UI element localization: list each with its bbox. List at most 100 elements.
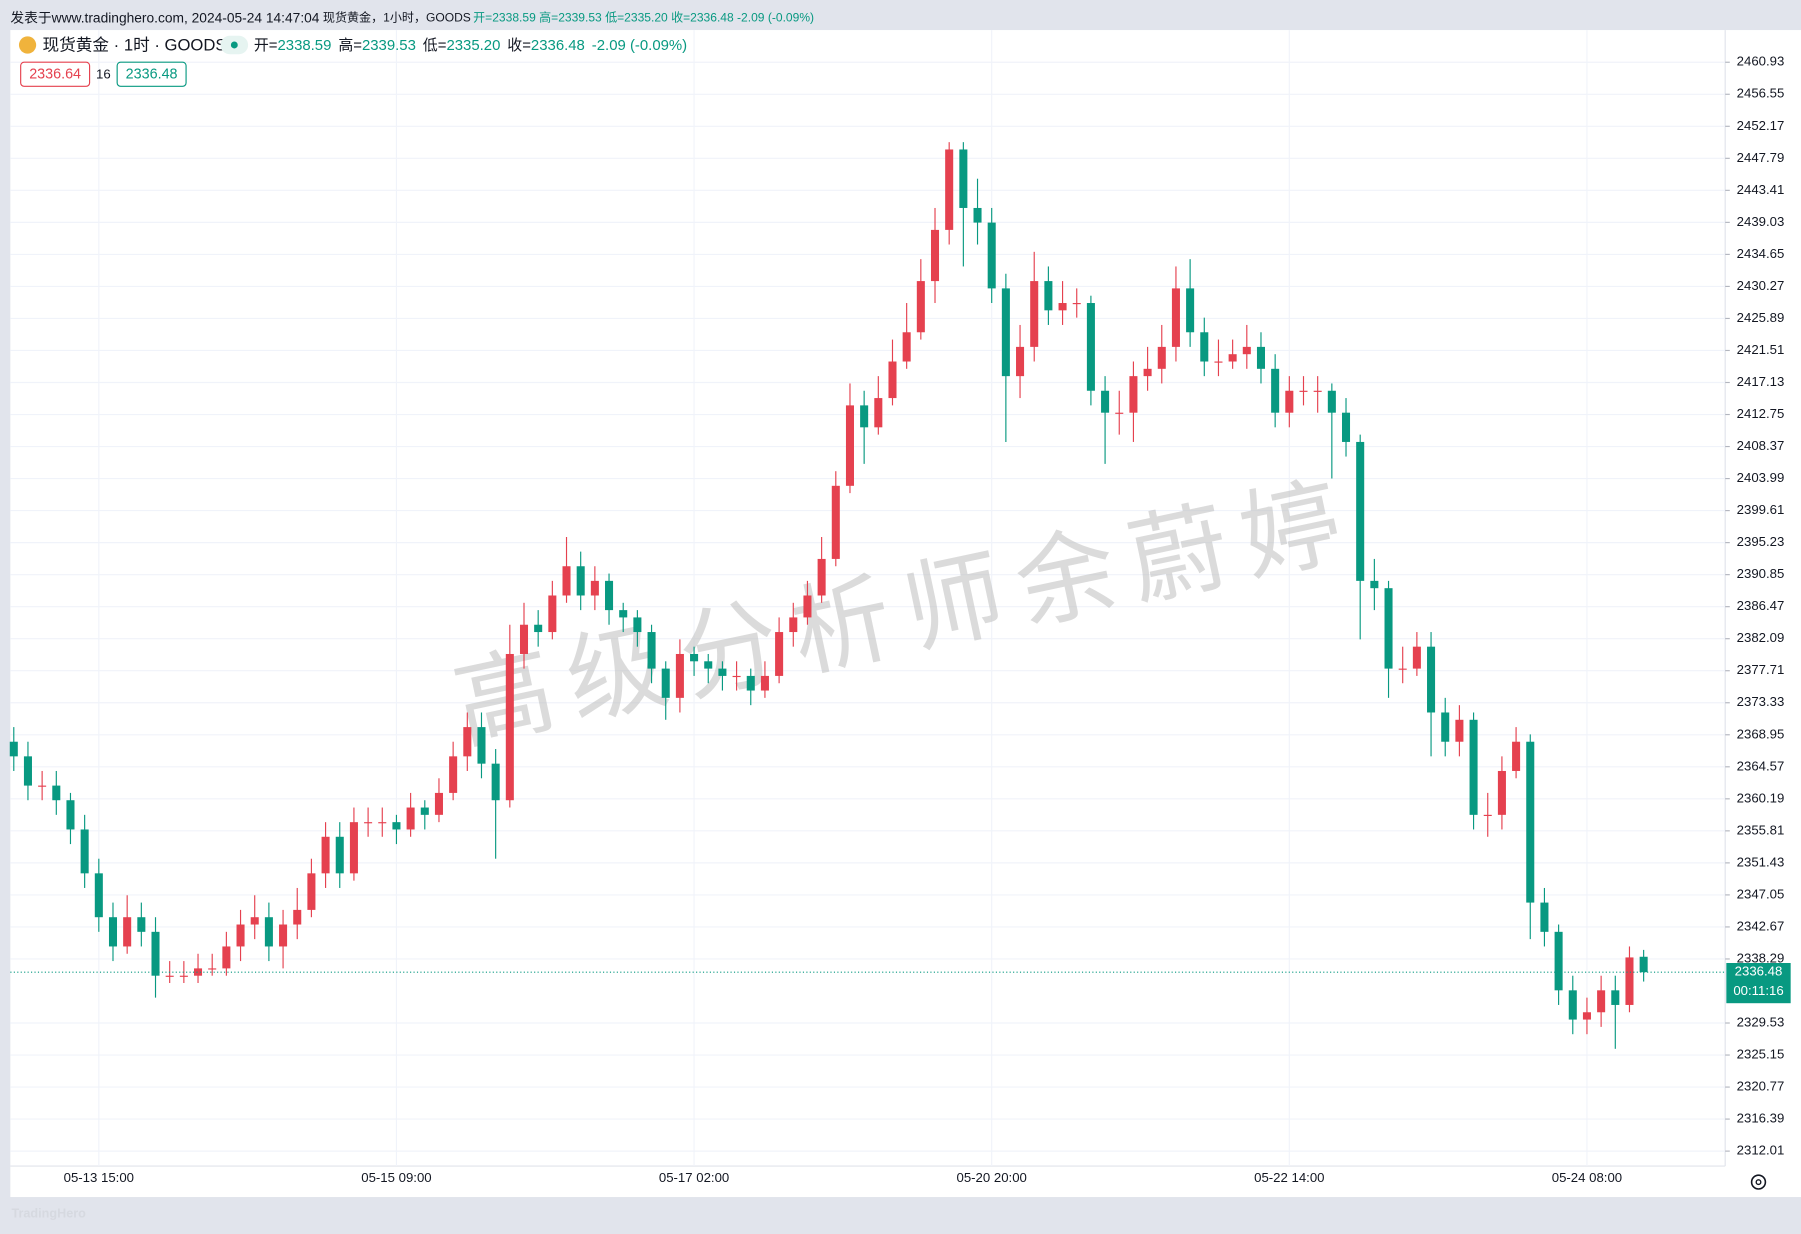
- candle-body: [1370, 580, 1379, 589]
- candle-body: [1568, 990, 1577, 1020]
- candle-body: [1611, 990, 1620, 1005]
- y-tick-label: 2417.13: [1737, 374, 1785, 389]
- y-tick-label: 2421.51: [1737, 342, 1785, 357]
- candle-body: [1299, 390, 1308, 392]
- candle-body: [1412, 646, 1421, 669]
- countdown: 00:11:16: [1733, 983, 1783, 998]
- candle-body: [718, 668, 727, 676]
- candle-body: [1058, 303, 1067, 311]
- banner: 发表于www.tradinghero.com, 2024-05-24 14:47…: [10, 10, 814, 25]
- x-tick-label: 05-20 20:00: [956, 1170, 1026, 1185]
- candle-body: [9, 741, 18, 757]
- y-tick-label: 2452.17: [1737, 118, 1785, 133]
- candle-body: [845, 405, 854, 486]
- candle-body: [1625, 957, 1634, 1005]
- y-tick-label: 2430.27: [1737, 278, 1785, 293]
- candle-body: [1044, 281, 1053, 311]
- candle-body: [208, 968, 217, 970]
- candle-body: [1483, 814, 1492, 816]
- candle-body: [279, 924, 288, 947]
- last-price-label: 2336.48: [1735, 964, 1783, 979]
- candle-body: [1171, 288, 1180, 347]
- candle-body: [576, 566, 585, 596]
- candle-body: [775, 632, 784, 676]
- candle-body: [888, 361, 897, 399]
- x-tick-label: 05-15 09:00: [361, 1170, 431, 1185]
- ask-box[interactable]: [116, 61, 187, 87]
- candle-body: [1327, 390, 1336, 413]
- y-tick-label: 2368.95: [1737, 726, 1785, 741]
- y-tick-label: 2325.15: [1737, 1047, 1785, 1062]
- candle-body: [1582, 1012, 1591, 1020]
- y-tick-label: 2316.39: [1737, 1111, 1785, 1126]
- candle-body: [1455, 719, 1464, 742]
- candle-body: [222, 946, 231, 969]
- candle-body: [434, 792, 443, 815]
- candle-body: [1384, 588, 1393, 669]
- candle-body: [874, 398, 883, 428]
- y-tick-label: 2320.77: [1737, 1079, 1785, 1094]
- candle-body: [746, 675, 755, 691]
- footer-logo: TradingHero: [11, 1207, 86, 1221]
- candle-body: [605, 580, 614, 611]
- chart-panel: [10, 30, 1801, 1198]
- candle-body: [179, 975, 188, 977]
- candle-body: [1639, 956, 1648, 973]
- y-tick-label: 2390.85: [1737, 566, 1785, 581]
- candle-body: [364, 822, 373, 824]
- candle-body: [803, 595, 812, 618]
- candle-body: [1030, 281, 1039, 347]
- grid: [10, 30, 1726, 1167]
- last-price-box: [1726, 963, 1791, 1004]
- candle-body: [1540, 902, 1549, 932]
- y-tick-label: 2395.23: [1737, 534, 1785, 549]
- y-tick-label: 2377.71: [1737, 662, 1785, 677]
- candle-body: [165, 975, 174, 977]
- candle-body: [1285, 390, 1294, 413]
- legend-symbol[interactable]: 现货黄金 · 1时 · GOODS: [42, 36, 226, 55]
- candle-body: [378, 822, 387, 824]
- candle-body: [1398, 668, 1407, 670]
- candle-body: [1256, 346, 1265, 369]
- candle-body: [151, 931, 160, 976]
- candle-body: [1001, 288, 1010, 377]
- y-tick-label: 2399.61: [1737, 502, 1785, 517]
- candle-body: [38, 785, 47, 787]
- candle-body: [307, 873, 316, 910]
- x-tick-label: 05-13 15:00: [64, 1170, 134, 1185]
- candle-body: [194, 968, 203, 976]
- settings-icon[interactable]: [1750, 1174, 1767, 1190]
- candle-body: [1228, 354, 1237, 362]
- candle-body: [108, 917, 118, 947]
- candle-body: [789, 617, 798, 633]
- settings-ring: [1750, 1174, 1767, 1190]
- candle-body: [1469, 719, 1478, 815]
- candle-body: [690, 653, 699, 662]
- candle-body: [760, 675, 769, 691]
- banner-prefix: 发表于www.tradinghero.com, 2024-05-24 14:47…: [10, 10, 319, 25]
- candle-body: [916, 281, 925, 333]
- candle-body: [1157, 346, 1166, 369]
- symbol-icon: [18, 36, 37, 54]
- candle-body: [831, 485, 840, 559]
- candle-body: [137, 917, 146, 932]
- candle-body: [930, 229, 940, 282]
- candle-body: [1200, 332, 1209, 362]
- legend-label: 收=: [507, 37, 531, 54]
- candles: [9, 142, 1648, 1049]
- candle-body: [959, 149, 968, 208]
- candle-body: [1313, 390, 1322, 392]
- candle-body: [1086, 303, 1095, 391]
- y-tick-label: 2312.01: [1737, 1143, 1785, 1158]
- legend-value: 2338.59: [277, 37, 331, 54]
- candle-body: [519, 624, 529, 654]
- bid: 2336.64: [29, 67, 81, 83]
- y-tick-label: 2456.55: [1737, 86, 1785, 101]
- bid-box[interactable]: [20, 61, 91, 87]
- candle-body: [1101, 390, 1110, 413]
- candle-body: [420, 807, 429, 815]
- candle-body: [661, 668, 670, 698]
- candle-body: [349, 822, 358, 874]
- candle-body: [66, 800, 75, 830]
